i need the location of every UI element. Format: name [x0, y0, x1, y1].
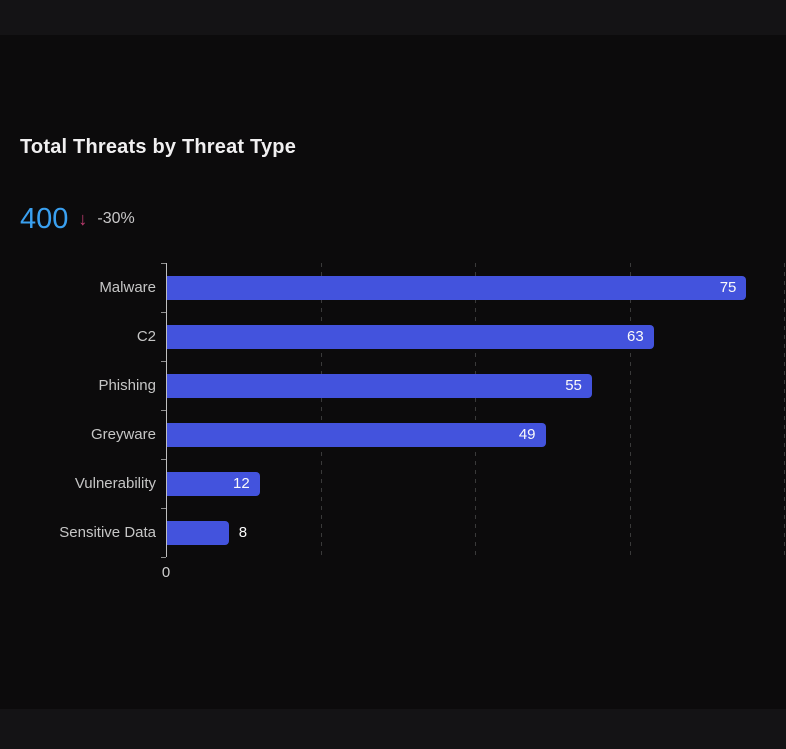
chart-card-background: [0, 35, 786, 709]
axis-tick: [161, 312, 166, 313]
xaxis-zero-label: 0: [161, 564, 171, 581]
bar-track: 49: [167, 422, 786, 447]
chart-row: Sensitive Data 8: [0, 508, 786, 557]
bar-chart: 0 Malware 75 C2 63 Phishing 55 Greyware 49 Vulne…: [0, 263, 786, 603]
gridline: [784, 263, 785, 557]
kpi-total-value: 400: [20, 203, 69, 235]
bar-track: 75: [167, 275, 786, 300]
chart-title: Total Threats by Threat Type: [20, 136, 297, 158]
value-label: 63: [626, 327, 644, 345]
axis-tick: [161, 263, 166, 264]
bar-phishing[interactable]: 55: [167, 373, 592, 398]
bar-c2[interactable]: 63: [167, 324, 654, 349]
value-label: 49: [518, 425, 536, 443]
chart-row: Phishing 55: [0, 361, 786, 410]
axis-tick: [161, 557, 166, 558]
kpi-row: 400 ↓ -30%: [20, 202, 135, 236]
bar-greyware[interactable]: 49: [167, 422, 546, 447]
axis-tick: [161, 508, 166, 509]
gridline: [320, 263, 322, 557]
value-label: 12: [233, 474, 250, 492]
gridline: [629, 263, 631, 557]
category-label: C2: [136, 328, 156, 345]
trend-down-arrow-icon: ↓: [78, 209, 88, 229]
chart-row: Greyware 49: [0, 410, 786, 459]
chart-row: Vulnerability 12: [0, 459, 786, 508]
axis-tick: [161, 459, 166, 460]
category-label: Sensitive Data: [59, 524, 156, 541]
value-label: 55: [565, 376, 582, 394]
value-label: 8: [238, 523, 248, 541]
gridline: [475, 263, 476, 557]
bar-vulnerability[interactable]: 12: [167, 471, 260, 496]
category-axis-line: [166, 263, 167, 557]
bar-sensitive-data[interactable]: [167, 520, 229, 545]
bar-malware[interactable]: 75: [167, 275, 747, 300]
bar-track: 55: [167, 373, 786, 398]
category-label: Phishing: [98, 377, 156, 394]
kpi-trend-percent: -30%: [97, 210, 135, 227]
bar-track: 8: [167, 520, 786, 545]
chart-row: C2 63: [0, 312, 786, 361]
category-label: Vulnerability: [74, 475, 156, 492]
axis-tick: [161, 410, 166, 411]
category-label: Greyware: [90, 426, 156, 443]
value-label: 75: [719, 278, 737, 296]
category-label: Malware: [99, 279, 156, 296]
chart-row: Malware 75: [0, 263, 786, 312]
axis-tick: [161, 361, 166, 362]
bar-track: 63: [167, 324, 786, 349]
bar-track: 12: [167, 471, 786, 496]
